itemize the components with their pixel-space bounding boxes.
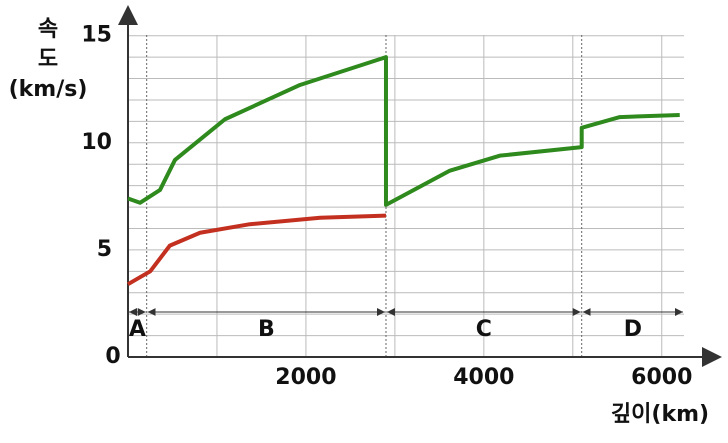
y-axis-label: (km/s) bbox=[9, 77, 88, 102]
region-label: D bbox=[624, 317, 642, 342]
region-label: C bbox=[476, 317, 492, 342]
y-tick-label: 10 bbox=[81, 130, 112, 155]
series-line bbox=[127, 55, 680, 207]
x-tick-label: 2000 bbox=[275, 365, 336, 390]
y-tick-label: 5 bbox=[97, 237, 112, 262]
region-label: B bbox=[258, 317, 275, 342]
x-tick-label: 4000 bbox=[453, 365, 514, 390]
y-axis-label: 도 bbox=[38, 47, 58, 72]
x-axis-label: 깊이(km) bbox=[611, 402, 709, 427]
x-tick-label: 6000 bbox=[631, 365, 692, 390]
series-line bbox=[126, 213, 387, 286]
x-tick-label: 0 bbox=[105, 344, 120, 369]
y-tick-label: 15 bbox=[81, 23, 112, 48]
y-axis-label: 속 bbox=[38, 17, 58, 42]
region-label: A bbox=[129, 317, 146, 342]
